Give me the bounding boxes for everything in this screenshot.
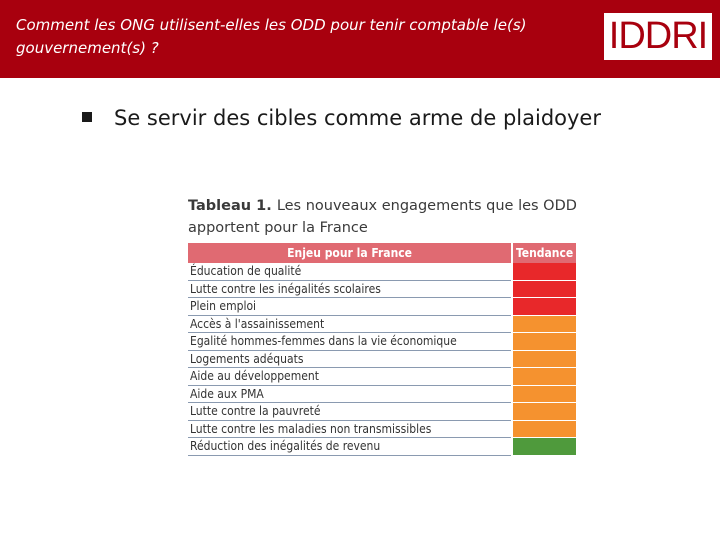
engagements-table: Enjeu pour la France Tendance Éducation … <box>188 243 576 456</box>
tendance-orange-cell <box>511 420 576 438</box>
table-row: Réduction des inégalités de revenu <box>188 437 576 456</box>
tendance-orange-cell <box>511 402 576 421</box>
bullet-point: Se servir des cibles comme arme de plaid… <box>82 106 601 130</box>
tendance-orange-cell <box>511 315 576 333</box>
enjeu-cell: Accès à l'assainissement <box>188 315 513 333</box>
table-row: Lutte contre la pauvreté <box>188 402 576 421</box>
table-row: Plein emploi <box>188 297 576 316</box>
table-row: Logements adéquats <box>188 350 576 368</box>
iddri-logo: IDDRI <box>604 13 712 60</box>
table-caption-text: Les nouveaux engagements que les ODD app… <box>188 198 577 236</box>
tendance-orange-cell <box>511 367 576 386</box>
table-caption: Tableau 1. Les nouveaux engagements que … <box>188 195 578 239</box>
tendance-red-cell <box>511 263 576 281</box>
slide-title: Comment les ONG utilisent-elles les ODD … <box>16 16 527 57</box>
table-caption-label: Tableau 1. <box>188 198 272 214</box>
header-tendance: Tendance <box>512 243 576 263</box>
table-row: Aide aux PMA <box>188 385 576 403</box>
enjeu-cell: Egalité hommes-femmes dans la vie économ… <box>188 332 513 351</box>
slide-header: Comment les ONG utilisent-elles les ODD … <box>0 0 720 78</box>
table-row: Aide au développement <box>188 367 576 386</box>
logo-text: IDDRI <box>608 15 708 57</box>
table-row: Accès à l'assainissement <box>188 315 576 333</box>
table-row: Lutte contre les maladies non transmissi… <box>188 420 576 438</box>
square-bullet-icon <box>82 112 92 122</box>
tendance-green-cell <box>511 437 576 456</box>
tendance-orange-cell <box>511 332 576 351</box>
tendance-red-cell <box>511 280 576 298</box>
table-body: Éducation de qualité Lutte contre les iné… <box>188 263 576 456</box>
enjeu-cell: Lutte contre les inégalités scolaires <box>188 280 513 298</box>
enjeu-cell: Logements adéquats <box>188 350 513 368</box>
table-row: Éducation de qualité <box>188 263 576 281</box>
tendance-orange-cell <box>511 385 576 403</box>
table-header-row: Enjeu pour la France Tendance <box>188 243 576 263</box>
enjeu-cell: Réduction des inégalités de revenu <box>188 437 513 456</box>
tendance-red-cell <box>511 297 576 316</box>
table-row: Egalité hommes-femmes dans la vie économ… <box>188 332 576 351</box>
enjeu-cell: Éducation de qualité <box>188 263 513 281</box>
bullet-text: Se servir des cibles comme arme de plaid… <box>114 106 601 130</box>
table-row: Lutte contre les inégalités scolaires <box>188 280 576 298</box>
enjeu-cell: Lutte contre la pauvreté <box>188 402 513 421</box>
tendance-orange-cell <box>511 350 576 368</box>
enjeu-cell: Aide aux PMA <box>188 385 513 403</box>
enjeu-cell: Aide au développement <box>188 367 513 386</box>
enjeu-cell: Lutte contre les maladies non transmissi… <box>188 420 513 438</box>
enjeu-cell: Plein emploi <box>188 297 513 316</box>
header-enjeu: Enjeu pour la France <box>188 243 514 263</box>
